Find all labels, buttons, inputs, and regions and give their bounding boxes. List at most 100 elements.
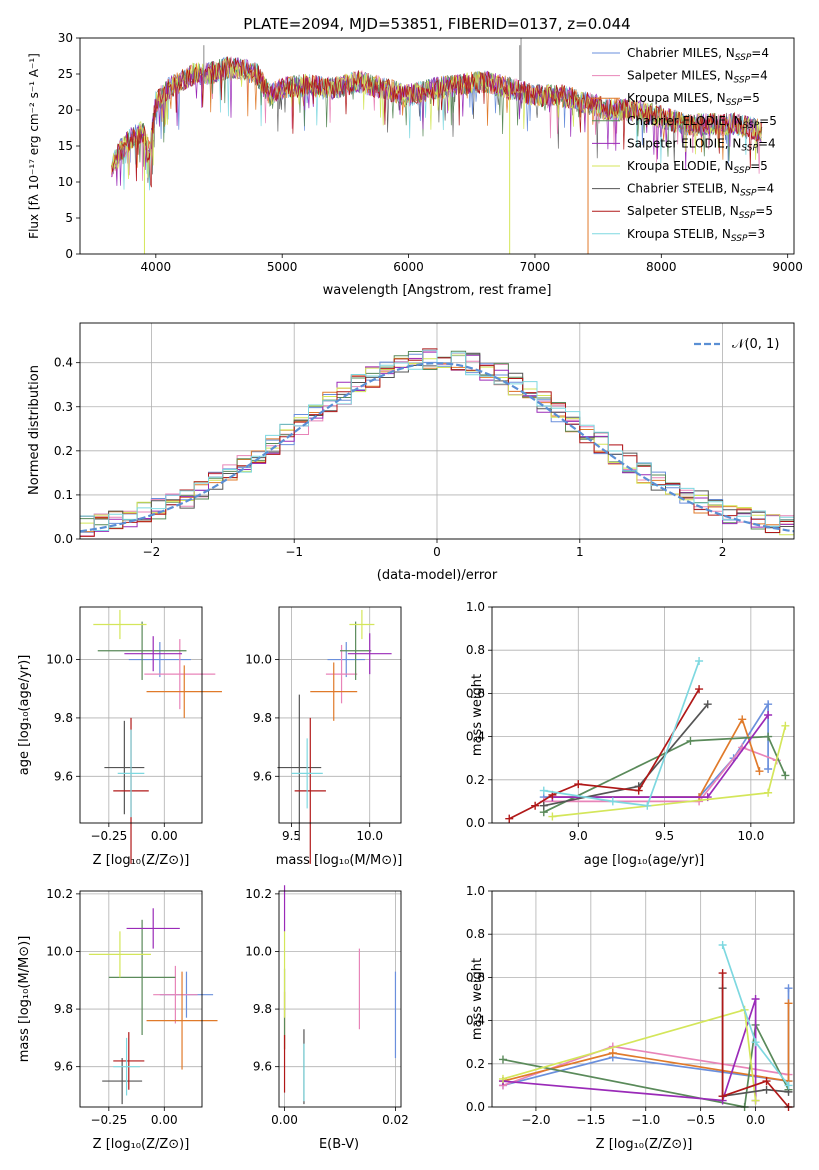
legend-subscript: SSP (734, 76, 751, 86)
y-tick-label: 10.2 (46, 887, 73, 901)
error-bar-point (294, 717, 326, 864)
weight-marker (574, 780, 583, 789)
z-age-x-label: Z [log₁₀(Z/Z⊙)] (93, 853, 190, 868)
weight-marker (784, 999, 793, 1008)
weight-marker (781, 721, 790, 730)
y-tick-label: 9.8 (54, 1002, 73, 1016)
error-bar-point (146, 971, 218, 1070)
z-weight-y-label: mass weight (470, 958, 485, 1040)
x-tick-label: −0.25 (90, 1113, 127, 1127)
weight-marker (718, 969, 727, 978)
z-mass-plot: −0.25 0.00 9.6 9.8 10.0 10.2 (46, 887, 218, 1127)
error-bar-point (144, 639, 216, 710)
weight-marker (498, 1074, 507, 1083)
legend-value: =5 (750, 159, 768, 173)
y-tick-label: 1.0 (466, 600, 485, 614)
y-tick-label: 10.0 (46, 653, 73, 667)
weight-marker (686, 736, 695, 745)
weight-marker (784, 1081, 793, 1090)
legend-value: =3 (747, 227, 765, 241)
grid (279, 891, 401, 1107)
x-tick-label: −0.5 (686, 1113, 715, 1127)
weight-line (721, 973, 790, 1108)
ebv-mass-plot: 0.00 0.02 9.6 9.8 10.0 10.2 (245, 885, 409, 1127)
error-bar-point (347, 633, 392, 675)
ebv-mass-x-label: E(B-V) (319, 1137, 359, 1152)
legend-label: Chabrier ELODIE, NSSP=5 (627, 114, 777, 131)
y-tick-label: 0.4 (466, 730, 485, 744)
x-tick-label: 0.0 (746, 1113, 765, 1127)
weight-marker (762, 1085, 771, 1094)
weight-marker (695, 657, 704, 665)
y-tick-label: 9.6 (253, 769, 272, 783)
spectrum-plot: 4000 5000 6000 7000 8000 9000 0 5 10 15 20 25 30 Chab… (58, 31, 803, 274)
grid (80, 891, 202, 1107)
legend-subscript: SSP (741, 143, 758, 153)
legend-value: =5 (742, 91, 760, 105)
y-tick-label: 10 (58, 175, 73, 189)
error-bar-point (108, 919, 176, 1035)
spectrum-x-label: wavelength [Angstrom, rest frame] (323, 283, 552, 298)
error-bar-point (88, 931, 151, 978)
legend-subscript: SSP (735, 53, 752, 63)
x-tick-label: −2 (143, 545, 161, 559)
axes-frame (278, 890, 402, 1108)
weight-line (543, 746, 777, 803)
weight-marker (764, 788, 773, 797)
y-tick-label: 15 (58, 139, 73, 153)
y-tick-label: 9.8 (54, 711, 73, 725)
y-tick-label: 9.6 (54, 769, 73, 783)
error-bar-point (327, 642, 366, 678)
axes-frame (79, 890, 203, 1108)
error-bar-point (153, 965, 198, 1024)
error-bar-point (128, 642, 191, 678)
error-bar-point (97, 621, 187, 680)
error-bar-point (102, 1058, 143, 1105)
error-bar-point (310, 662, 358, 721)
y-tick-label: 0.2 (466, 773, 485, 787)
weight-marker (548, 812, 557, 821)
residual-legend-label: 𝒩(0, 1) (732, 337, 779, 352)
z-age-plot: −0.25 0.00 9.6 9.8 10.0 (46, 606, 222, 864)
legend-subscript: SSP (731, 234, 748, 244)
weight-marker (531, 801, 540, 810)
axes-frame (278, 606, 402, 824)
weight-marker (718, 941, 727, 949)
legend-label: Salpeter ELODIE, NSSP=4 (627, 136, 776, 153)
y-tick-label: 25 (58, 67, 73, 81)
legend-value: =5 (759, 114, 777, 128)
x-tick-label: 9.5 (282, 829, 301, 843)
spectrum-y-label: Flux [fλ 10⁻¹⁷ erg cm⁻² s⁻¹ A⁻¹] (27, 53, 41, 239)
weight-marker (539, 786, 548, 795)
age-weight-plot: 9.0 9.5 10.0 0.0 0.2 0.4 0.6 0.8 1.0 (466, 600, 795, 843)
y-tick-label: 1.0 (466, 884, 485, 898)
z-weight-x-label: Z [log₁₀(Z/Z⊙)] (596, 1137, 693, 1152)
legend-subscript: SSP (740, 189, 757, 199)
axes-frame (491, 606, 795, 824)
y-tick-label: 0.6 (466, 970, 485, 984)
spectrum-legend: Chabrier MILES, NSSP=4 Salpeter MILES, NS… (592, 46, 777, 244)
weight-marker (608, 797, 617, 806)
weight-marker (751, 1096, 760, 1105)
weight-marker (764, 700, 773, 709)
x-tick-label: −1.0 (631, 1113, 660, 1127)
x-tick-label: 5000 (267, 260, 298, 274)
y-tick-label: 0.4 (466, 1014, 485, 1028)
weight-line (543, 703, 709, 807)
legend-label: Kroupa STELIB, NSSP=3 (627, 227, 765, 244)
mass-age-plot: 9.5 10.0 9.6 9.8 10.0 (245, 606, 402, 864)
weight-line (508, 688, 700, 820)
error-bar-point (325, 644, 358, 704)
y-tick-label: 0.0 (466, 1100, 485, 1114)
error-bar-point (146, 665, 222, 718)
y-tick-label: 0.0 (466, 816, 485, 830)
z-mass-y-label: mass [log₁₀(M/M⊙)] (17, 936, 32, 1063)
x-tick-label: 0 (433, 545, 441, 559)
legend-subscript: SSP (734, 166, 751, 176)
x-tick-label: −0.25 (90, 829, 127, 843)
age-weight-x-label: age [log₁₀(age/yr)] (584, 853, 705, 868)
error-bar-point (277, 694, 322, 841)
x-tick-label: 2 (719, 545, 727, 559)
spectrum-line (111, 56, 763, 188)
axes-frame (491, 890, 795, 1108)
